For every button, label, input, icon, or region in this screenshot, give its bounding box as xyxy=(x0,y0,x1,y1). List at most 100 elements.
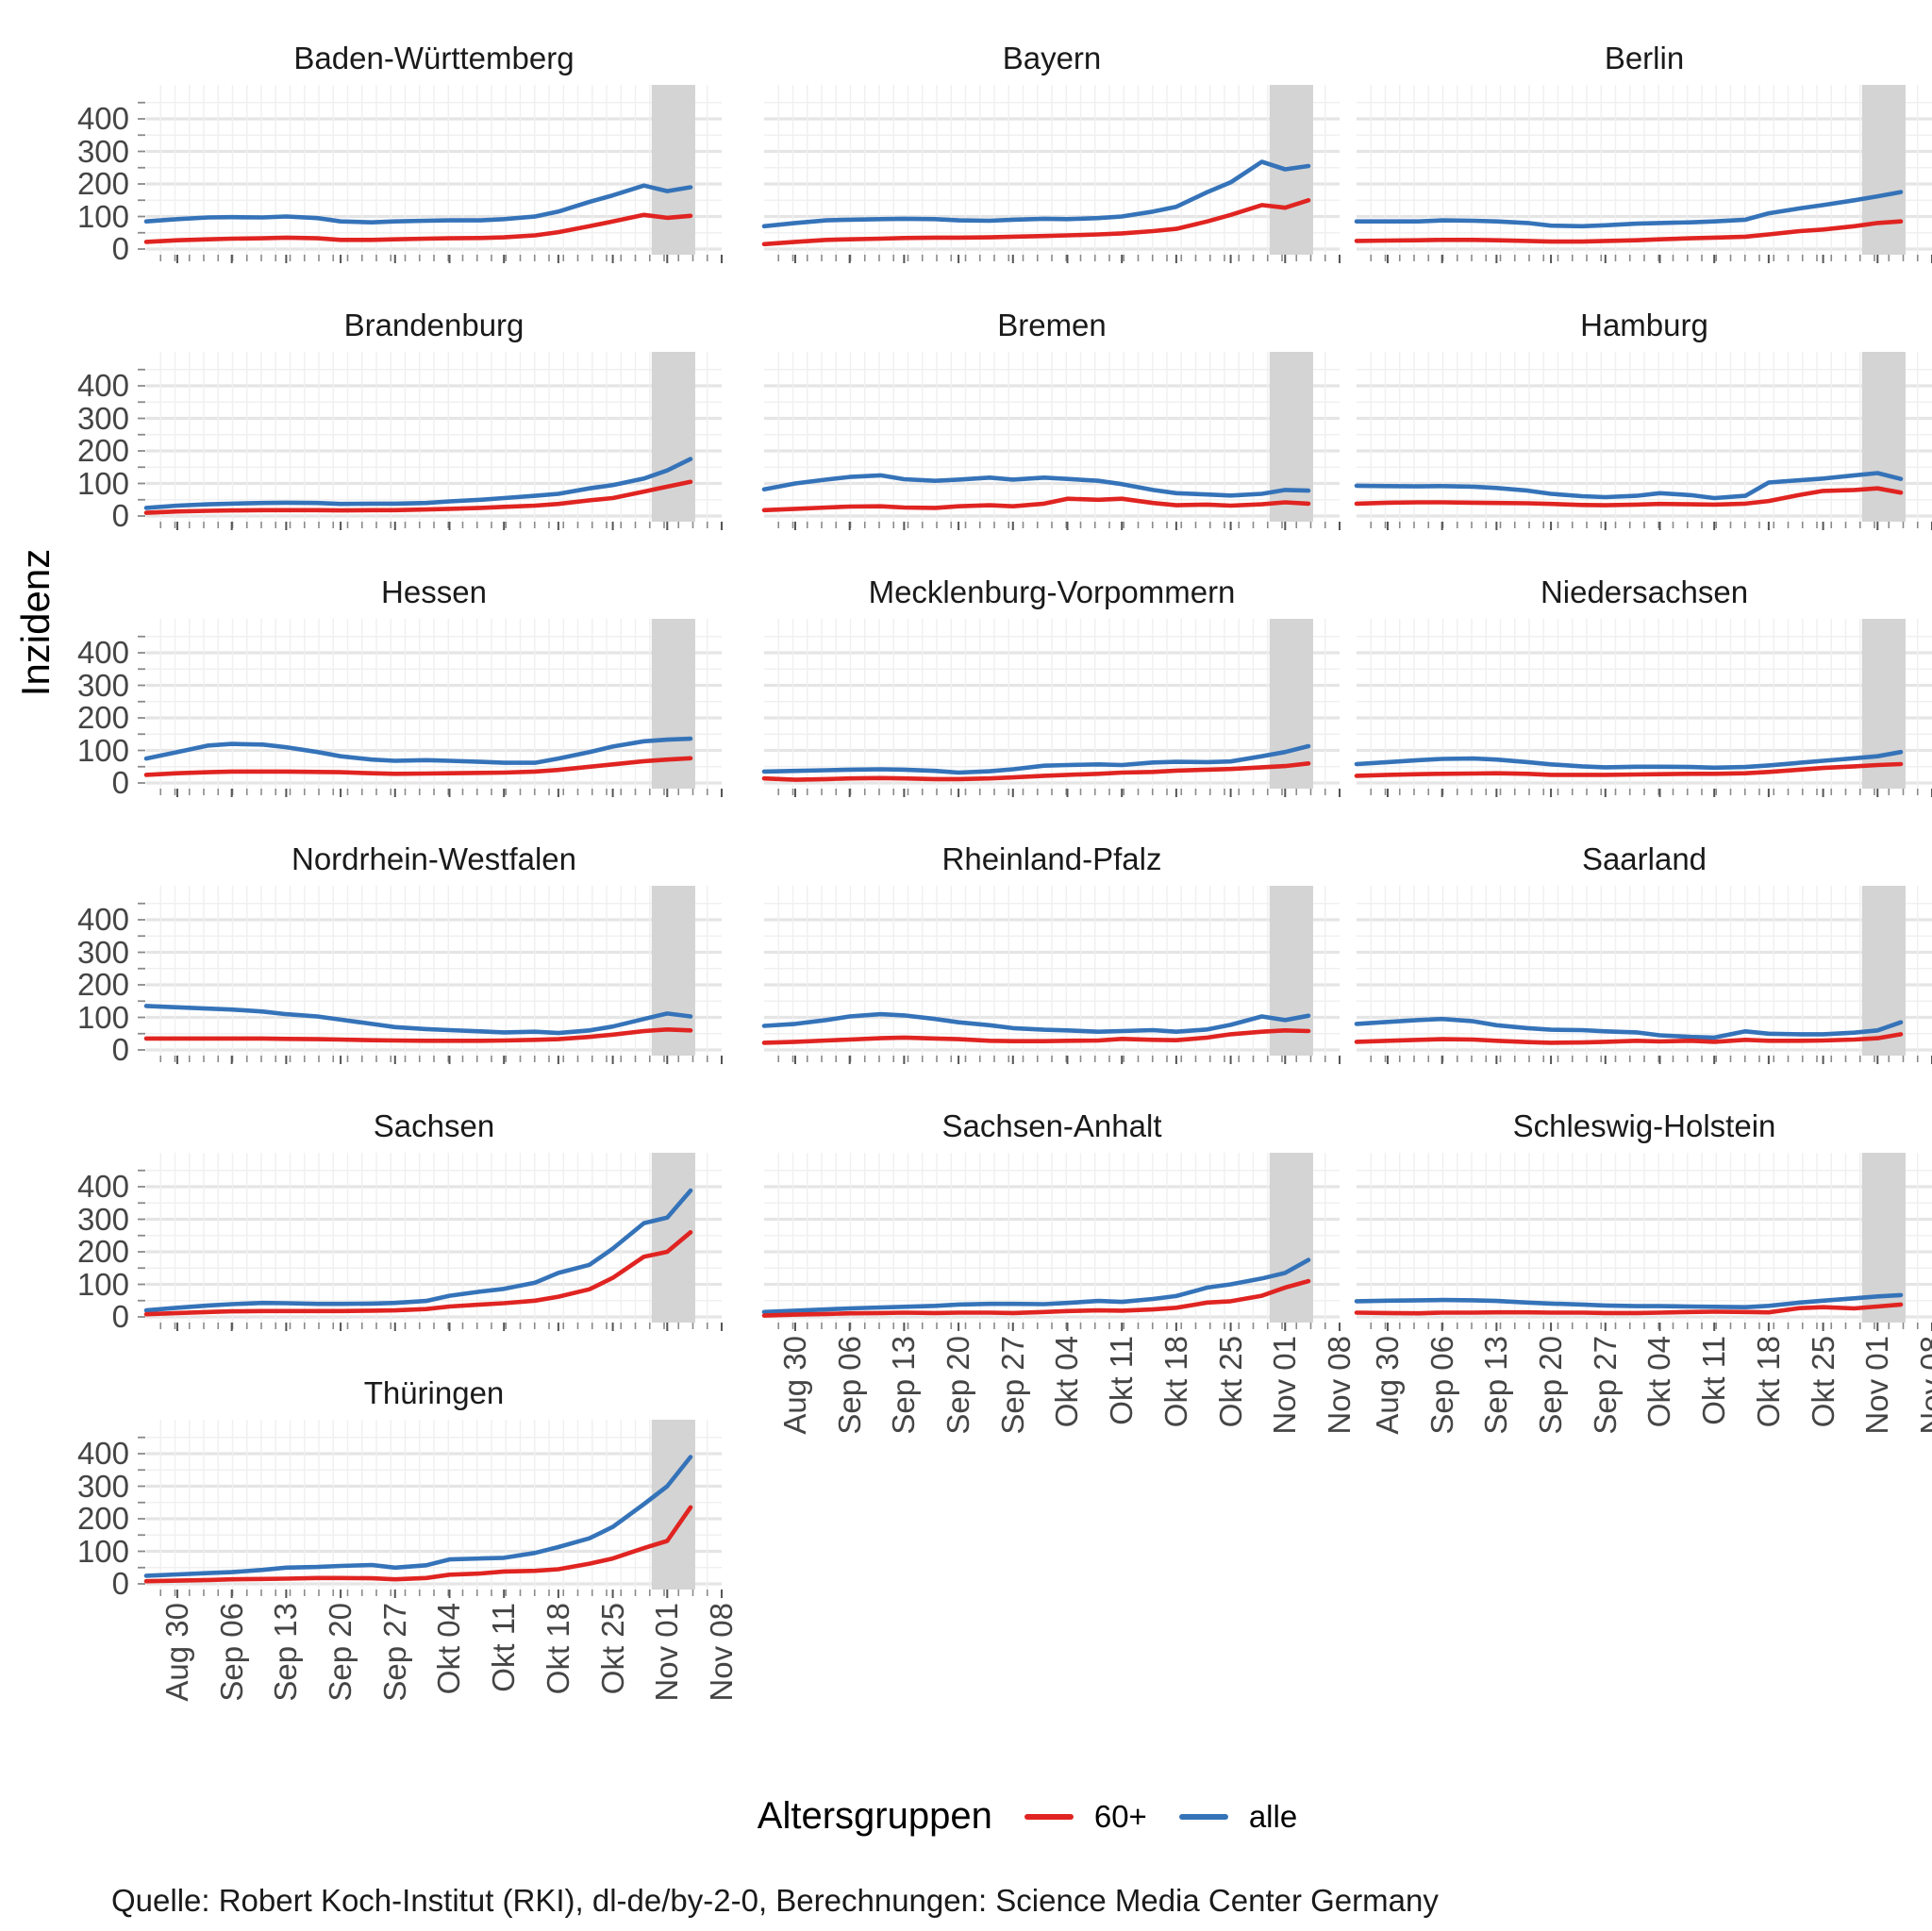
y-axis-tick-label: 200 xyxy=(76,433,129,468)
y-axis-tick-label: 300 xyxy=(76,400,129,436)
line-alle xyxy=(143,183,693,225)
x-axis-tick-label: Okt 25 xyxy=(594,1603,630,1695)
y-axis-tick-label: 200 xyxy=(76,1501,129,1536)
x-axis-tick-label: Sep 06 xyxy=(1424,1336,1459,1435)
reporting-lag-band xyxy=(1269,1153,1313,1323)
facet-chart-brandenburg xyxy=(138,352,723,530)
y-axis-tick-label: 200 xyxy=(76,967,129,1002)
x-axis-tick-label: Sep 06 xyxy=(213,1603,249,1702)
line-alle xyxy=(1354,471,1904,501)
y-axis-tick-label: 400 xyxy=(76,635,129,670)
facet-chart-mecklenburg-vorpommern xyxy=(761,619,1341,797)
line-60plus xyxy=(761,198,1311,247)
line-60plus xyxy=(761,761,1311,782)
y-axis-tick-label: 400 xyxy=(76,1169,129,1204)
facet-title-hessen: Hessen xyxy=(381,574,487,609)
y-axis-tick-label: 0 xyxy=(111,765,129,800)
facet-title-brandenburg: Brandenburg xyxy=(343,308,525,342)
reporting-lag-band xyxy=(1861,85,1906,255)
facet-title-bayern: Bayern xyxy=(1002,41,1102,75)
line-alle xyxy=(143,1004,693,1036)
y-axis-tick-label: 300 xyxy=(76,1468,129,1504)
y-axis-tick-label: 400 xyxy=(76,902,129,937)
line-60plus xyxy=(143,1027,693,1043)
facet-title-saarland: Saarland xyxy=(1581,841,1707,876)
x-axis-tick-label: Nov 08 xyxy=(1322,1336,1357,1435)
facet-chart-nordrhein-westfalen xyxy=(138,886,723,1064)
facet-title-berlin: Berlin xyxy=(1604,41,1685,75)
line-alle xyxy=(761,1011,1311,1034)
y-axis-tick-label: 0 xyxy=(111,231,129,266)
line-alle xyxy=(1354,1292,1904,1309)
y-axis-tick-label: 400 xyxy=(76,368,129,403)
legend-title: Altersgruppen xyxy=(757,1795,992,1837)
line-60plus xyxy=(1354,761,1904,778)
x-axis-tick-label: Sep 27 xyxy=(376,1603,412,1702)
x-axis-tick-label: Aug 30 xyxy=(1369,1336,1405,1435)
facet-title-nordrhein-westfalen: Nordrhein-Westfalen xyxy=(291,841,577,876)
y-axis-tick-label: 200 xyxy=(76,1234,129,1269)
reporting-lag-band xyxy=(651,85,695,255)
y-axis-tick-label: 300 xyxy=(76,934,129,970)
x-axis-tick-label: Okt 11 xyxy=(486,1603,522,1692)
line-60plus xyxy=(761,496,1311,513)
reporting-lag-band xyxy=(1269,619,1313,789)
line-alle xyxy=(143,1455,693,1578)
x-axis-tick-label: Okt 25 xyxy=(1212,1336,1248,1428)
y-axis-tick-label: 100 xyxy=(76,999,129,1035)
facet-chart-hamburg xyxy=(1354,352,1932,530)
legend-item-60plus: 60+ xyxy=(1024,1799,1147,1835)
line-60plus xyxy=(761,1278,1311,1318)
reporting-lag-band xyxy=(651,886,695,1056)
line-alle xyxy=(143,736,693,765)
x-axis-tick-label: Okt 04 xyxy=(1641,1336,1677,1428)
x-axis-tick-label: Nov 01 xyxy=(1267,1336,1303,1435)
x-axis-tick-label: Sep 27 xyxy=(994,1336,1030,1435)
reporting-lag-band xyxy=(1269,886,1313,1056)
legend: Altersgruppen 60+ alle xyxy=(0,1795,1932,1838)
line-60plus xyxy=(143,479,693,515)
facet-title-mecklenburg-vorpommern: Mecklenburg-Vorpommern xyxy=(868,574,1236,609)
x-axis-tick-label: Okt 04 xyxy=(431,1603,467,1695)
y-axis-tick-label: 0 xyxy=(111,1299,129,1334)
facet-title-hamburg: Hamburg xyxy=(1580,308,1708,342)
line-alle xyxy=(761,159,1311,229)
x-axis-tick-label: Aug 30 xyxy=(776,1336,812,1435)
line-alle xyxy=(761,743,1311,775)
facet-title-baden-w-rttemberg: Baden-Württemberg xyxy=(293,41,575,75)
line-alle xyxy=(143,457,693,510)
x-axis-tick-label: Nov 08 xyxy=(704,1603,739,1702)
y-axis-tick-label: 0 xyxy=(111,1032,129,1067)
x-axis-tick-label: Okt 18 xyxy=(540,1603,575,1695)
source-caption: Quelle: Robert Koch-Institut (RKI), dl-d… xyxy=(111,1883,1439,1918)
line-60plus xyxy=(143,212,693,244)
reporting-lag-band xyxy=(1269,352,1313,522)
y-axis-tick-label: 100 xyxy=(76,198,129,234)
x-axis-tick-label: Okt 18 xyxy=(1158,1336,1193,1428)
facet-chart-hessen xyxy=(138,619,723,797)
legend-label-60plus: 60+ xyxy=(1093,1798,1147,1834)
facet-chart-sachsen xyxy=(138,1153,723,1331)
x-axis-tick-label: Sep 27 xyxy=(1587,1336,1623,1435)
x-axis-tick-label: Okt 18 xyxy=(1750,1336,1786,1428)
x-axis-tick-label: Okt 11 xyxy=(1696,1336,1732,1425)
x-axis-tick-label: Sep 20 xyxy=(941,1336,976,1435)
facet-title-bremen: Bremen xyxy=(997,308,1107,342)
facet-chart-sachsen-anhalt xyxy=(761,1153,1341,1331)
y-axis-tick-label: 100 xyxy=(76,465,129,501)
facet-title-th-ringen: Thüringen xyxy=(363,1375,505,1410)
facet-chart-baden-w-rttemberg xyxy=(138,85,723,263)
legend-alle-line-icon xyxy=(1178,1813,1228,1820)
y-axis-tick-label: 300 xyxy=(76,667,129,703)
legend-60plus-line-icon xyxy=(1024,1813,1074,1820)
facet-chart-berlin xyxy=(1354,85,1932,263)
facet-title-schleswig-holstein: Schleswig-Holstein xyxy=(1512,1108,1776,1143)
reporting-lag-band xyxy=(651,1153,695,1323)
y-axis-tick-label: 200 xyxy=(76,700,129,735)
facet-chart-bremen xyxy=(761,352,1341,530)
reporting-lag-band xyxy=(651,619,695,789)
x-axis-tick-label: Nov 08 xyxy=(1914,1336,1932,1435)
x-axis-tick-label: Sep 13 xyxy=(1478,1336,1514,1435)
facet-chart-th-ringen xyxy=(138,1420,723,1598)
